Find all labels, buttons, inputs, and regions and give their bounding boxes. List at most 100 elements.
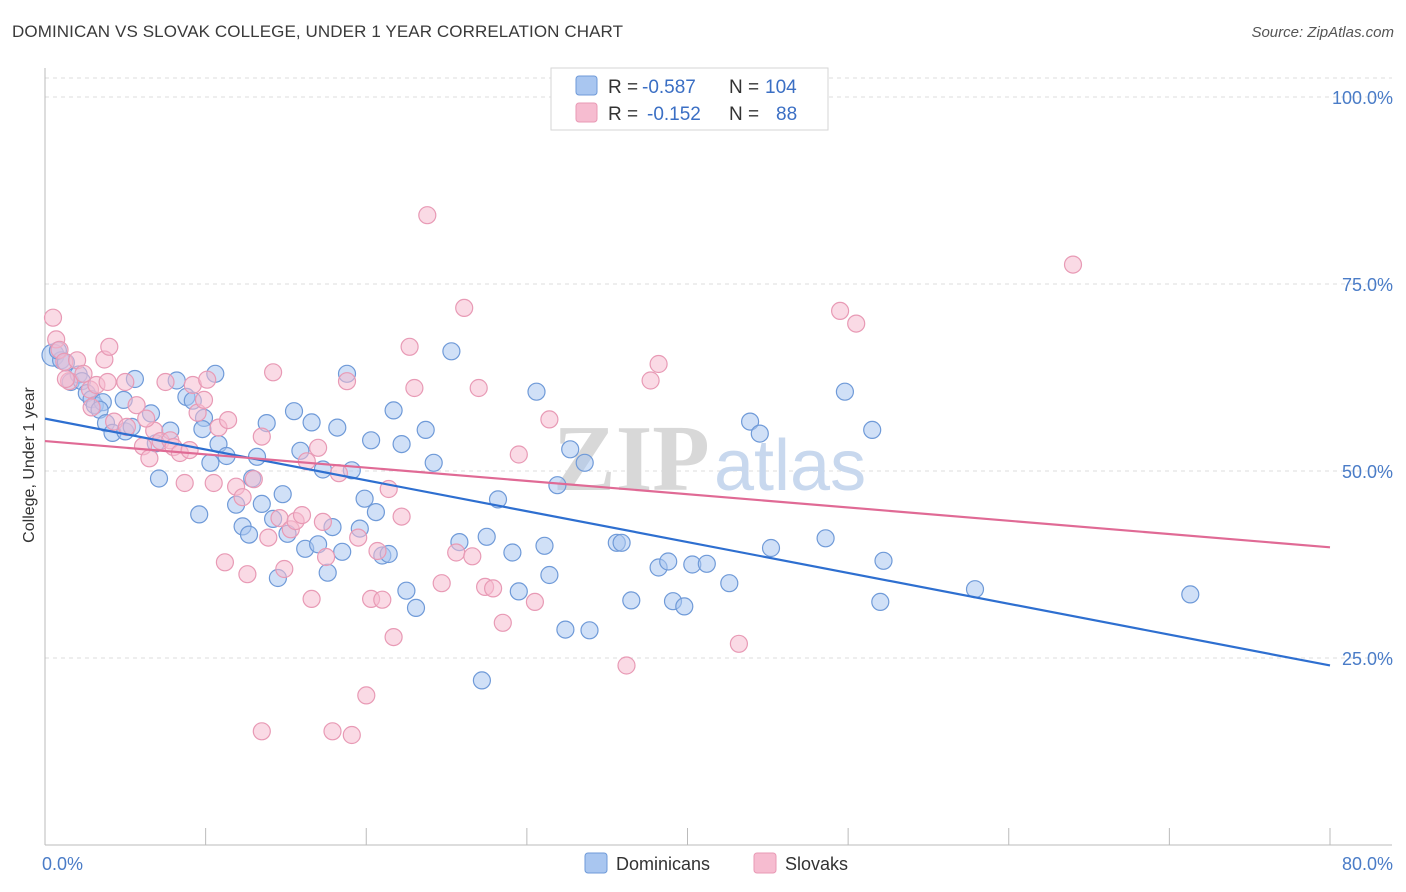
slovaks-point (469, 378, 488, 398)
bottom-legend-swatch-slovaks (753, 852, 777, 874)
dominicans-point (416, 420, 435, 439)
slovaks-point (418, 206, 437, 225)
legend-n-value-1: 104 (765, 77, 797, 98)
slovaks-point (313, 512, 332, 532)
dominicans-point (561, 440, 580, 459)
legend-n-value-2: 88 (776, 104, 797, 125)
slovaks-point (349, 528, 368, 547)
slovaks-point (309, 438, 328, 457)
slovaks-point (317, 547, 336, 567)
legend-n-label-1: N = (729, 77, 759, 98)
slovaks-point (275, 559, 294, 579)
slovaks-point (373, 590, 392, 609)
trend-lines (44, 417, 1331, 667)
y-tick-label-2: 50.0% (1342, 462, 1393, 482)
slovaks-point (292, 505, 312, 525)
slovaks-point (175, 473, 194, 493)
dominicans-point (580, 621, 599, 640)
source-label: Source: ZipAtlas.com (1251, 24, 1394, 41)
slovaks-point (127, 396, 146, 415)
dominicans-point (284, 402, 304, 421)
slovaks-point (252, 722, 271, 741)
slovaks-point (392, 507, 411, 526)
dominicans-point (442, 342, 461, 361)
slovaks-point (252, 427, 271, 446)
y-tick-label-1: 75.0% (1342, 275, 1393, 295)
dominicans-point (355, 489, 374, 508)
legend-r-label-2: R = (608, 104, 638, 125)
slovaks-point (357, 686, 376, 705)
slovaks-point (302, 589, 321, 609)
slovaks-point (447, 543, 466, 562)
dominicans-point (509, 582, 528, 601)
slovaks-point (82, 398, 101, 417)
slovaks-point (525, 592, 545, 612)
dominicans-point (302, 413, 321, 432)
watermark-atlas: atlas (714, 426, 866, 506)
dominicans-point (503, 543, 522, 562)
dominicans-point (527, 382, 546, 401)
dominicans-point (247, 447, 267, 466)
slovaks-point (194, 390, 214, 409)
slovaks-point (43, 308, 63, 327)
watermark: ZIP atlas (553, 407, 866, 511)
dominicans-point (835, 382, 855, 401)
dominicans-point (863, 420, 882, 439)
dominicans-point (750, 424, 769, 443)
dominicans-point (622, 591, 641, 610)
y-tick-label-3: 25.0% (1342, 649, 1393, 669)
dominicans-point (362, 431, 381, 450)
dominicans-point (201, 453, 220, 472)
dominicans-point (761, 538, 781, 558)
slovaks-point (238, 565, 257, 584)
slovaks-point (259, 528, 278, 547)
dominicans-point (333, 542, 352, 561)
slovaks-point (98, 372, 117, 392)
slovaks-point (463, 547, 482, 566)
dominicans-point (740, 412, 760, 431)
slovaks-point (204, 473, 223, 493)
slovaks-point (74, 364, 93, 383)
dominicans-point (874, 551, 893, 570)
axes (44, 68, 1392, 846)
dominicans-point (190, 505, 209, 524)
dominicans-point (612, 533, 631, 552)
legend-n-label-2: N = (729, 104, 759, 125)
dominicans-point (575, 453, 594, 472)
slovaks-point (180, 441, 199, 460)
data-points (41, 206, 1200, 745)
slovaks-point (244, 470, 263, 489)
bottom-legend-slovaks: Slovaks (785, 854, 848, 874)
y-tick-label-0: 100.0% (1332, 88, 1393, 108)
dominicans-point (1181, 585, 1200, 604)
dominicans-point (659, 552, 678, 571)
slovaks-point (384, 627, 403, 647)
dominicans-point (675, 597, 694, 616)
slovaks-point (198, 370, 217, 389)
trend-line-slovaks (44, 439, 1331, 549)
dominicans-point (540, 565, 559, 585)
dominicans-point (556, 620, 575, 639)
slovaks-point (156, 372, 175, 392)
slovaks-point (323, 722, 342, 741)
legend-swatch-dominicans (575, 75, 598, 96)
slovaks-point (484, 579, 503, 598)
slovaks-point (649, 354, 668, 374)
dominicans-point (720, 574, 739, 593)
dominicans-point (477, 527, 496, 546)
dominicans-point (149, 469, 169, 488)
series-slovaks (43, 206, 1083, 745)
slovaks-point (100, 337, 119, 356)
slovaks-point (729, 634, 749, 653)
dominicans-point (871, 592, 890, 612)
bottom-legend-dominicans: Dominicans (616, 854, 710, 874)
slovaks-point (137, 409, 156, 428)
slovaks-point (493, 613, 512, 632)
legend-r-value-1: -0.587 (642, 77, 696, 98)
slovaks-point (342, 725, 361, 745)
legend: R = -0.587 N = 104 R = -0.152 N = 88 (550, 67, 829, 131)
dominicans-point (548, 476, 567, 495)
chart-title: DOMINICAN VS SLOVAK COLLEGE, UNDER 1 YEA… (12, 22, 624, 41)
y-axis-title: College, Under 1 year (21, 387, 38, 543)
